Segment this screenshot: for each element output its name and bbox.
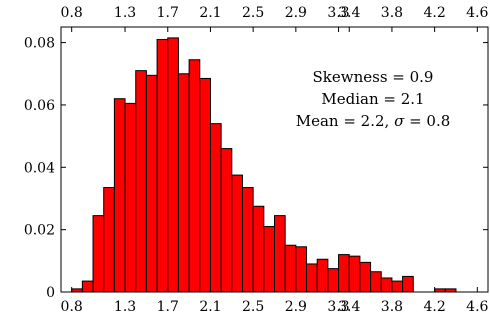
x-tick-label-top: 1.7 (157, 5, 179, 21)
mean-annotation-text: Mean = 2.2, (296, 112, 394, 130)
tick-labels-group: 0.80.81.31.31.71.72.12.12.52.52.92.93.33… (24, 5, 489, 315)
x-tick-label-top: 1.3 (114, 5, 136, 21)
tick-marks-group (61, 27, 488, 293)
bars-group (71, 37, 457, 293)
histogram-bar (402, 275, 414, 293)
histogram-bar (306, 263, 318, 293)
histogram-bar (316, 258, 329, 293)
sigma-value-text: = 0.8 (404, 112, 450, 130)
x-tick-label-top: 4.6 (466, 5, 488, 21)
histogram-bar (338, 254, 350, 293)
histogram-bar (145, 74, 158, 293)
histogram-bar (220, 148, 233, 293)
sigma-symbol: σ (394, 112, 405, 130)
histogram-bar (252, 205, 265, 293)
x-tick-label-bottom: 3.4 (338, 299, 360, 315)
histogram-bar (295, 246, 308, 293)
x-tick-label-bottom: 3.3 (327, 299, 349, 315)
x-tick-label-bottom: 1.3 (114, 299, 136, 315)
histogram-bar (177, 73, 190, 293)
y-tick-label: 0.04 (24, 160, 55, 176)
plot-frame (60, 26, 489, 293)
histogram-bar (284, 244, 297, 293)
histogram-bar (124, 102, 137, 293)
histogram-bar (209, 123, 222, 293)
histogram-bar (113, 98, 126, 293)
histogram-bar (380, 277, 393, 293)
histogram-bar (231, 174, 243, 293)
histogram-bar (135, 70, 147, 293)
histogram-bar (263, 226, 275, 293)
x-tick-label-top: 2.1 (199, 5, 221, 21)
mean-sigma-annotation: Mean = 2.2, σ = 0.8 (296, 112, 451, 130)
x-tick-label-bottom: 3.8 (381, 299, 403, 315)
skewness-annotation: Skewness = 0.9 (313, 68, 434, 86)
histogram-bar (327, 268, 340, 293)
histogram-bar (167, 37, 179, 293)
y-tick-label: 0 (46, 285, 55, 301)
histogram-bar (241, 187, 254, 293)
histogram-bar (391, 280, 404, 293)
x-tick-label-top: 4.2 (423, 5, 445, 21)
x-tick-label-top: 3.4 (338, 5, 360, 21)
x-tick-label-bottom: 2.5 (242, 299, 264, 315)
y-tick-label: 0.06 (24, 98, 55, 114)
x-tick-label-top: 3.3 (327, 5, 349, 21)
y-tick-label: 0.02 (24, 223, 55, 239)
histogram-bar (156, 38, 169, 293)
histogram-bar (103, 187, 115, 293)
x-tick-label-bottom: 4.6 (466, 299, 488, 315)
x-tick-label-top: 3.8 (381, 5, 403, 21)
x-tick-label-top: 2.5 (242, 5, 264, 21)
y-tick-label: 0.08 (24, 36, 55, 52)
histogram-bar (199, 77, 211, 293)
x-tick-label-top: 2.9 (285, 5, 307, 21)
histogram-bar (359, 261, 372, 293)
x-tick-label-bottom: 2.9 (285, 299, 307, 315)
x-tick-label-bottom: 2.1 (199, 299, 221, 315)
x-tick-label-bottom: 0.8 (61, 299, 83, 315)
histogram-bar (188, 59, 201, 293)
histogram-bar (348, 255, 361, 293)
x-tick-label-top: 0.8 (61, 5, 83, 21)
x-tick-label-bottom: 1.7 (157, 299, 179, 315)
histogram-bar (274, 215, 286, 293)
histogram-bar (370, 271, 382, 293)
x-tick-label-bottom: 4.2 (423, 299, 445, 315)
histogram-bar (81, 280, 94, 293)
histogram-bar (92, 215, 105, 293)
median-annotation: Median = 2.1 (321, 90, 424, 108)
